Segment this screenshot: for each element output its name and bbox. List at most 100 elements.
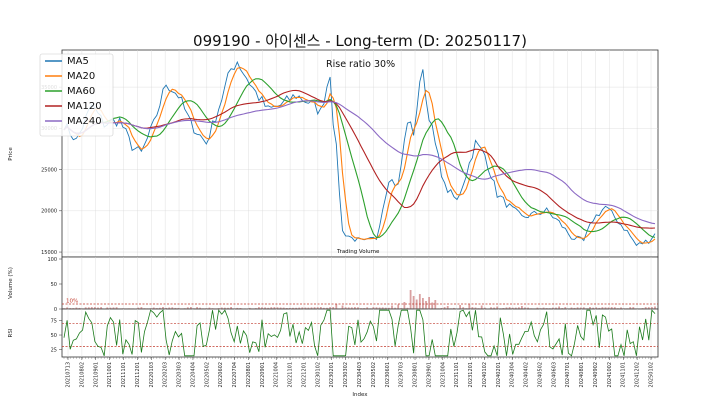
volume-bar: [598, 307, 601, 309]
volume-bar: [168, 307, 171, 309]
volume-bar: [301, 307, 304, 309]
volume-bar: [289, 307, 291, 309]
volume-bar: [400, 308, 403, 309]
volume-bar: [518, 307, 520, 309]
volume-bar: [573, 307, 576, 309]
volume-bar: [483, 307, 486, 309]
volume-y-tick-label: 0: [54, 307, 57, 313]
volume-threshold-label: 10%: [66, 299, 78, 305]
x-axis-date-ticks: 20210713 20210802 20210901 20211001 20211101…: [63, 357, 656, 387]
x-tick-label: 20250102: [649, 362, 655, 387]
volume-bar: [508, 307, 511, 309]
volume-bar: [384, 307, 387, 309]
volume-bar: [412, 296, 415, 309]
volume-bar: [502, 308, 505, 309]
x-tick-label: 20220203: [163, 362, 169, 387]
rsi-y-tick-label: 50: [51, 333, 57, 339]
volume-bar: [177, 307, 180, 309]
x-tick-label: 20240201: [496, 362, 502, 387]
volume-bar: [406, 307, 409, 309]
volume-bar: [171, 307, 174, 309]
x-tick-label: 20230502: [371, 362, 377, 387]
volume-bar: [576, 307, 579, 309]
volume-bar: [66, 307, 68, 309]
volume-bar: [332, 307, 335, 309]
volume-bar: [607, 307, 610, 309]
price-vertical-grid: [67, 50, 652, 257]
volume-bar: [350, 307, 353, 309]
volume-bar: [165, 307, 167, 309]
volume-bar: [434, 300, 437, 309]
volume-bar: [307, 307, 310, 309]
x-tick-label: 20220602: [218, 362, 224, 387]
volume-bar: [78, 307, 81, 309]
volume-bar: [647, 307, 650, 309]
price-y-tick-label: 20000: [41, 209, 57, 215]
volume-bar: [409, 290, 412, 309]
price-panel-frame: [61, 49, 659, 258]
volume-panel-frame: [61, 256, 659, 310]
volume-bar: [276, 307, 279, 309]
x-tick-label: 20241202: [635, 362, 641, 387]
x-tick-label: 20221004: [274, 362, 280, 387]
volume-bar: [388, 307, 390, 309]
legend-label-ma20: MA20: [67, 71, 95, 82]
volume-bar: [239, 308, 242, 309]
volume-bar: [601, 307, 604, 309]
volume-bar: [589, 307, 591, 309]
x-tick-label: 20231004: [440, 362, 446, 387]
volume-bar: [428, 297, 430, 309]
price-horizontal-grid: [62, 86, 658, 253]
volume-bar: [282, 307, 285, 309]
volume-bar: [490, 307, 492, 309]
volume-bar: [505, 307, 508, 309]
volume-bar: [366, 307, 369, 309]
volume-bar: [264, 307, 266, 309]
legend-label-ma60: MA60: [67, 86, 95, 97]
x-tick-label: 20220303: [177, 362, 183, 387]
series-line-ma240: [63, 100, 656, 225]
volume-bar: [208, 307, 211, 309]
volume-bar: [418, 294, 421, 309]
volume-bar: [236, 307, 239, 309]
rsi-series-line: [63, 309, 656, 357]
volume-bar: [514, 307, 517, 309]
x-tick-label: 20220704: [232, 362, 238, 387]
volume-bar: [363, 308, 365, 309]
volume-bar: [582, 307, 585, 309]
x-tick-label: 20240603: [551, 362, 557, 387]
x-tick-label: 20240801: [579, 362, 585, 387]
x-tick-label: 20230703: [399, 362, 405, 387]
x-tick-label: 20221201: [301, 362, 307, 387]
volume-bar: [100, 307, 102, 309]
chart-legend: MA5 MA20 MA60 MA120 MA240: [39, 53, 114, 137]
volume-bar: [220, 307, 223, 309]
volume-bar: [493, 307, 495, 309]
volume-bar: [474, 307, 477, 309]
volume-bar: [140, 307, 143, 309]
volume-bar: [75, 307, 78, 309]
x-tick-label: 20230801: [413, 362, 419, 387]
volume-bar: [344, 307, 347, 309]
volume-bar: [347, 307, 350, 309]
rsi-panel: 25 50 75 RSI: [8, 308, 659, 358]
volume-bar: [279, 307, 282, 309]
volume-bar: [425, 301, 427, 309]
volume-bar: [561, 308, 564, 309]
volume-bar: [162, 307, 164, 309]
x-tick-label: 20220901: [260, 362, 266, 387]
volume-bar: [258, 307, 260, 309]
volume-bar: [69, 308, 72, 309]
volume-y-tick-label: 100: [47, 257, 57, 263]
volume-bar: [552, 307, 554, 309]
x-tick-label: 20241101: [621, 362, 627, 387]
volume-bar: [375, 307, 378, 309]
volume-bar: [641, 308, 644, 309]
volume-bar: [326, 307, 328, 309]
volume-bar: [248, 307, 251, 309]
rise-ratio-annotation: Rise ratio 30%: [326, 59, 395, 70]
volume-bar: [542, 307, 545, 309]
volume-bar: [524, 307, 526, 309]
volume-bar: [555, 307, 557, 309]
